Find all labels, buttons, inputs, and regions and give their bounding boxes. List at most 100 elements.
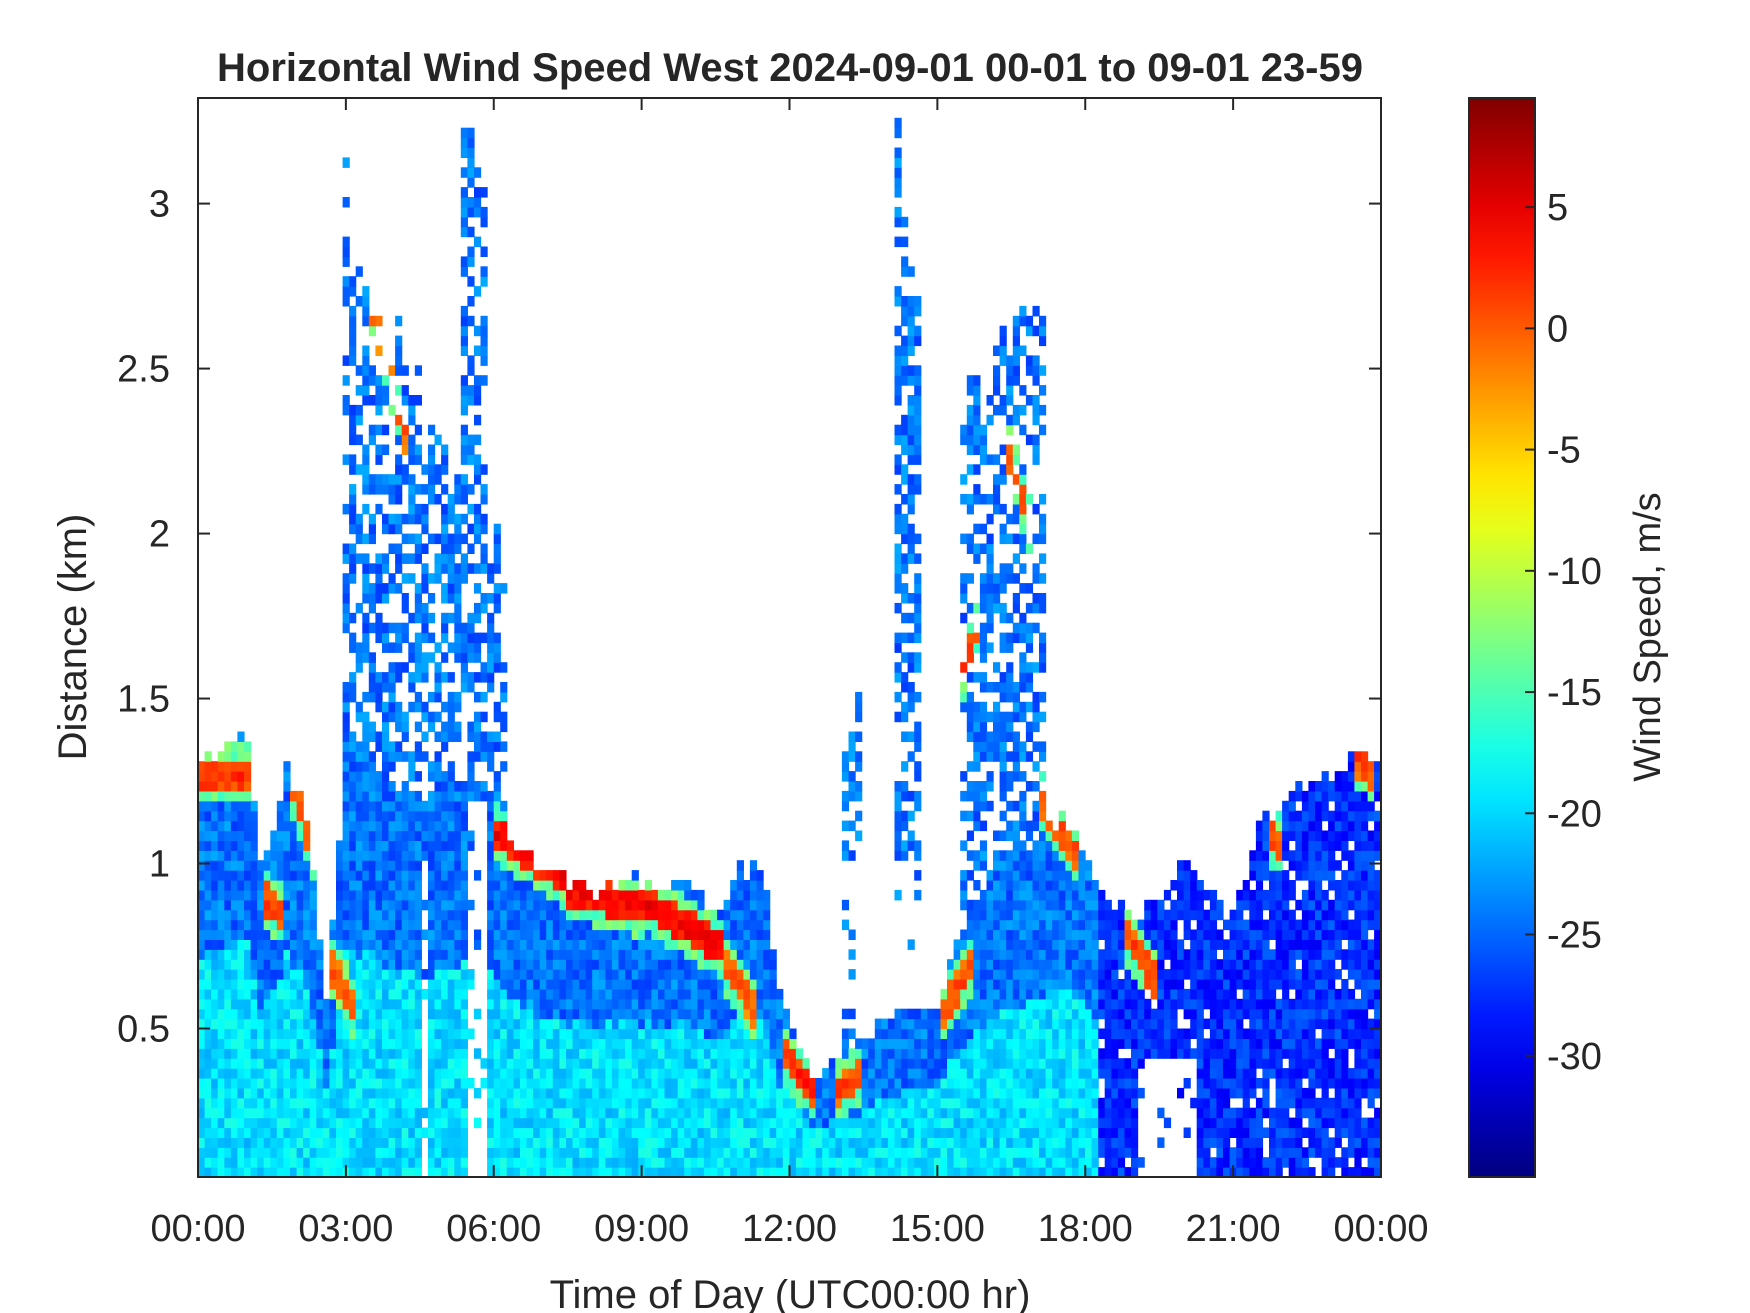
heatmap-cell	[999, 998, 1007, 1010]
heatmap-cell	[382, 969, 390, 980]
heatmap-cell	[973, 1028, 981, 1039]
heatmap-cell	[428, 1087, 436, 1099]
heatmap-cell	[513, 1028, 521, 1039]
heatmap-cell	[585, 929, 593, 940]
heatmap-cell	[296, 800, 304, 812]
heatmap-cell	[263, 1157, 271, 1168]
heatmap-cell	[487, 929, 495, 940]
heatmap-cell	[756, 919, 764, 931]
heatmap-cell	[316, 1058, 324, 1069]
heatmap-cell	[526, 1038, 534, 1049]
heatmap-cell	[441, 1137, 449, 1148]
heatmap-cell	[204, 1127, 212, 1138]
heatmap-cell	[914, 1147, 922, 1158]
heatmap-cell	[973, 1147, 981, 1158]
heatmap-cell	[460, 1048, 468, 1059]
heatmap-cell	[296, 850, 304, 861]
heatmap-cell	[566, 939, 574, 950]
heatmap-cell	[979, 543, 988, 554]
heatmap-cell	[776, 1157, 784, 1168]
heatmap-cell	[395, 850, 403, 861]
heatmap-cell	[375, 573, 383, 584]
heatmap-cell	[782, 1038, 790, 1049]
heatmap-cell	[848, 751, 856, 762]
heatmap-cell	[1012, 988, 1020, 1000]
heatmap-cell	[585, 1058, 593, 1069]
heatmap-cell	[979, 1167, 988, 1177]
heatmap-cell	[447, 1018, 455, 1030]
heatmap-cell	[349, 761, 357, 772]
heatmap-cell	[500, 810, 508, 822]
heatmap-cell	[993, 593, 1001, 604]
heatmap-cell	[198, 1038, 206, 1049]
heatmap-cell	[960, 790, 968, 802]
heatmap-cell	[395, 1137, 403, 1148]
heatmap-cell	[1039, 959, 1047, 970]
heatmap-cell	[1012, 1157, 1020, 1168]
heatmap-cell	[270, 979, 278, 990]
heatmap-cell	[421, 840, 429, 851]
heatmap-cell	[868, 1087, 876, 1099]
heatmap-cell	[756, 880, 764, 891]
heatmap-cell	[986, 1048, 994, 1059]
heatmap-cell	[230, 979, 239, 990]
heatmap-cell	[999, 1028, 1007, 1039]
heatmap-cell	[736, 1038, 744, 1049]
heatmap-cell	[1019, 751, 1027, 762]
heatmap-cell	[362, 790, 370, 802]
heatmap-cell	[933, 1058, 942, 1069]
heatmap-cell	[684, 1167, 692, 1177]
heatmap-cell	[1019, 1008, 1027, 1020]
heatmap-cell	[894, 523, 902, 535]
heatmap-cell	[474, 513, 482, 525]
heatmap-cell	[408, 919, 416, 931]
heatmap-cell	[848, 741, 856, 752]
heatmap-cell	[368, 731, 376, 742]
heatmap-cell	[743, 929, 751, 940]
heatmap-cell	[349, 523, 357, 535]
heatmap-cell	[697, 1078, 705, 1089]
heatmap-cell	[618, 949, 626, 960]
heatmap-cell	[460, 1157, 468, 1168]
heatmap-cell	[500, 949, 508, 960]
heatmap-cell	[533, 1008, 541, 1020]
heatmap-cell	[657, 919, 666, 931]
heatmap-cell	[881, 1068, 889, 1079]
heatmap-cell	[914, 1137, 922, 1148]
heatmap-cell	[546, 1157, 554, 1168]
heatmap-cell	[717, 1078, 725, 1089]
heatmap-cell	[1025, 701, 1034, 713]
heatmap-cell	[204, 929, 212, 940]
heatmap-cell	[973, 1078, 981, 1089]
heatmap-cell	[342, 622, 350, 634]
heatmap-cell	[217, 840, 225, 851]
heatmap-cell	[382, 593, 390, 604]
heatmap-cell	[349, 464, 357, 475]
heatmap-cell	[263, 949, 271, 960]
heatmap-cell	[822, 1087, 830, 1099]
heatmap-cell	[368, 523, 376, 535]
heatmap-cell	[428, 988, 436, 1000]
heatmap-cell	[769, 1147, 777, 1158]
heatmap-cell	[487, 969, 495, 980]
heatmap-cell	[290, 1078, 298, 1089]
heatmap-cell	[999, 781, 1007, 792]
heatmap-cell	[454, 969, 462, 980]
heatmap-cell	[835, 1078, 843, 1089]
heatmap-cell	[428, 612, 436, 624]
heatmap-cell	[395, 1157, 403, 1168]
heatmap-cell	[894, 375, 902, 386]
heatmap-cell	[362, 751, 370, 762]
heatmap-cell	[743, 988, 751, 1000]
heatmap-cell	[395, 988, 403, 1000]
heatmap-cell	[631, 909, 639, 921]
heatmap-cell	[1039, 830, 1047, 841]
heatmap-cell	[487, 1127, 495, 1138]
heatmap-cell	[763, 1127, 771, 1138]
heatmap-cell	[487, 1058, 495, 1069]
heatmap-cell	[454, 800, 462, 812]
heatmap-cell	[388, 1068, 396, 1079]
heatmap-cell	[671, 1107, 679, 1119]
heatmap-cell	[342, 612, 350, 624]
heatmap-cell	[894, 187, 902, 198]
